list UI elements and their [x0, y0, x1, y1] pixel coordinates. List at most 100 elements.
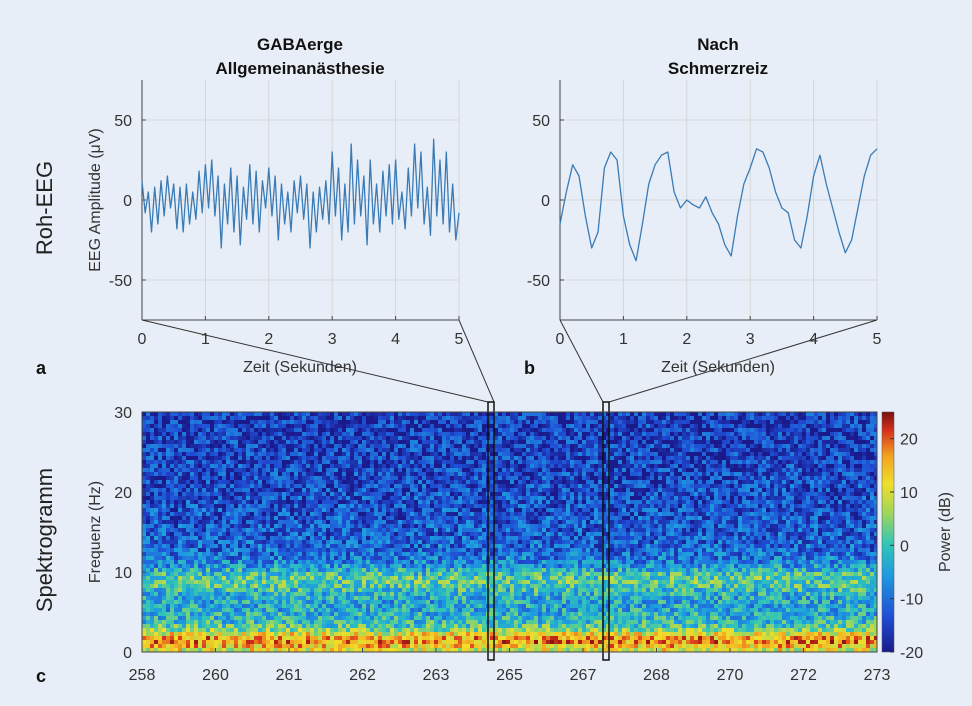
spectrogram-cell [370, 496, 374, 500]
spectrogram-cell [742, 412, 746, 416]
spectrogram-cell [718, 444, 722, 448]
spectrogram-cell [218, 424, 222, 428]
spectrogram-cell [254, 516, 258, 520]
spectrogram-cell [426, 424, 430, 428]
spectrogram-cell [654, 508, 658, 512]
spectrogram-cell [810, 480, 814, 484]
spectrogram-cell [290, 512, 294, 516]
spectrogram-cell [190, 500, 194, 504]
spectrogram-cell [158, 412, 162, 416]
spectrogram-cell [838, 508, 842, 512]
spectrogram-cell [814, 456, 818, 460]
spectrogram-cell [498, 420, 502, 424]
spectrogram-cell [386, 444, 390, 448]
spectrogram-cell [474, 452, 478, 456]
spectrogram-cell [790, 420, 794, 424]
spectrogram-cell [830, 500, 834, 504]
spectrogram-cell [614, 508, 618, 512]
spectrogram-cell [726, 460, 730, 464]
spectrogram-cell [214, 444, 218, 448]
spectrogram-cell [406, 440, 410, 444]
spectrogram-cell [826, 476, 830, 480]
spectrogram-cell [826, 504, 830, 508]
spectrogram-cell [398, 436, 402, 440]
spectrogram-cell [182, 496, 186, 500]
spectrogram-cell [234, 416, 238, 420]
spectrogram-cell [434, 436, 438, 440]
spectrogram-cell [586, 500, 590, 504]
spectrogram-cell [758, 480, 762, 484]
spectrogram-cell [782, 504, 786, 508]
spectrogram-cell [646, 428, 650, 432]
spectrogram-cell [658, 480, 662, 484]
spectrogram-cell [618, 428, 622, 432]
spectrogram-cell [582, 456, 586, 460]
spectrogram-cell [570, 504, 574, 508]
spectrogram-cell [374, 456, 378, 460]
spectrogram-cell [546, 452, 550, 456]
panel-b-title-line1: Nach [697, 35, 739, 54]
spectrogram-cell [494, 468, 498, 472]
spectrogram-cell [810, 444, 814, 448]
spectrogram-cell [846, 440, 850, 444]
spectrogram-cell [622, 504, 626, 508]
spectrogram-cell [250, 420, 254, 424]
spectrogram-cell [702, 416, 706, 420]
spectrogram-cell [278, 516, 282, 520]
spectrogram-cell [622, 468, 626, 472]
spectrogram-cell [350, 500, 354, 504]
spectrogram-cell [306, 412, 310, 416]
spectrogram-cell [662, 452, 666, 456]
spectrogram-cell [154, 480, 158, 484]
spectrogram-cell [706, 464, 710, 468]
spectrogram-cell [394, 512, 398, 516]
spectrogram-cell [142, 488, 146, 492]
spectrogram-cell [202, 500, 206, 504]
spectrogram-cell [402, 428, 406, 432]
spectrogram-cell [282, 424, 286, 428]
spectrogram-cell [550, 512, 554, 516]
spectrogram-cell [746, 448, 750, 452]
spectrogram-cell [658, 468, 662, 472]
spectrogram-cell [446, 416, 450, 420]
spectrogram-cell [306, 460, 310, 464]
spectrogram-cell [314, 464, 318, 468]
spectrogram-cell [142, 476, 146, 480]
spectrogram-cell [270, 468, 274, 472]
spectrogram-cell [274, 424, 278, 428]
spectrogram-cell [330, 484, 334, 488]
spectrogram-cell [670, 424, 674, 428]
spectrogram-cell [842, 428, 846, 432]
spectrogram-cell [198, 488, 202, 492]
spectrogram-cell [146, 452, 150, 456]
spectrogram-cell [742, 468, 746, 472]
y-tick-label: 0 [541, 193, 550, 210]
spectrogram-cell [866, 424, 870, 428]
spectrogram-cell [722, 476, 726, 480]
spectrogram-cell [646, 516, 650, 520]
spectrogram-cell [198, 436, 202, 440]
spectrogram-cell [446, 448, 450, 452]
spectrogram-cell [222, 512, 226, 516]
spectrogram-cell [234, 464, 238, 468]
spectrogram-cell [738, 512, 742, 516]
spectrogram-cell [650, 424, 654, 428]
spectrogram-cell [534, 516, 538, 520]
spectrogram-cell [758, 512, 762, 516]
spectrogram-cell [706, 412, 710, 416]
spectrogram-cell [830, 448, 834, 452]
spectrogram-cell [310, 472, 314, 476]
spectrogram-cell [234, 468, 238, 472]
spectrogram-cell [418, 456, 422, 460]
spectrogram-cell [318, 500, 322, 504]
spectrogram-cell [414, 508, 418, 512]
spectrogram-cell [526, 428, 530, 432]
spectrogram-cell [578, 424, 582, 428]
spectrogram-cell [674, 448, 678, 452]
spectrogram-cell [642, 504, 646, 508]
spectrogram-cell [178, 468, 182, 472]
spectrogram-cell [570, 472, 574, 476]
spectrogram-cell [422, 448, 426, 452]
spectrogram-cell [498, 512, 502, 516]
spectrogram-cell [630, 436, 634, 440]
